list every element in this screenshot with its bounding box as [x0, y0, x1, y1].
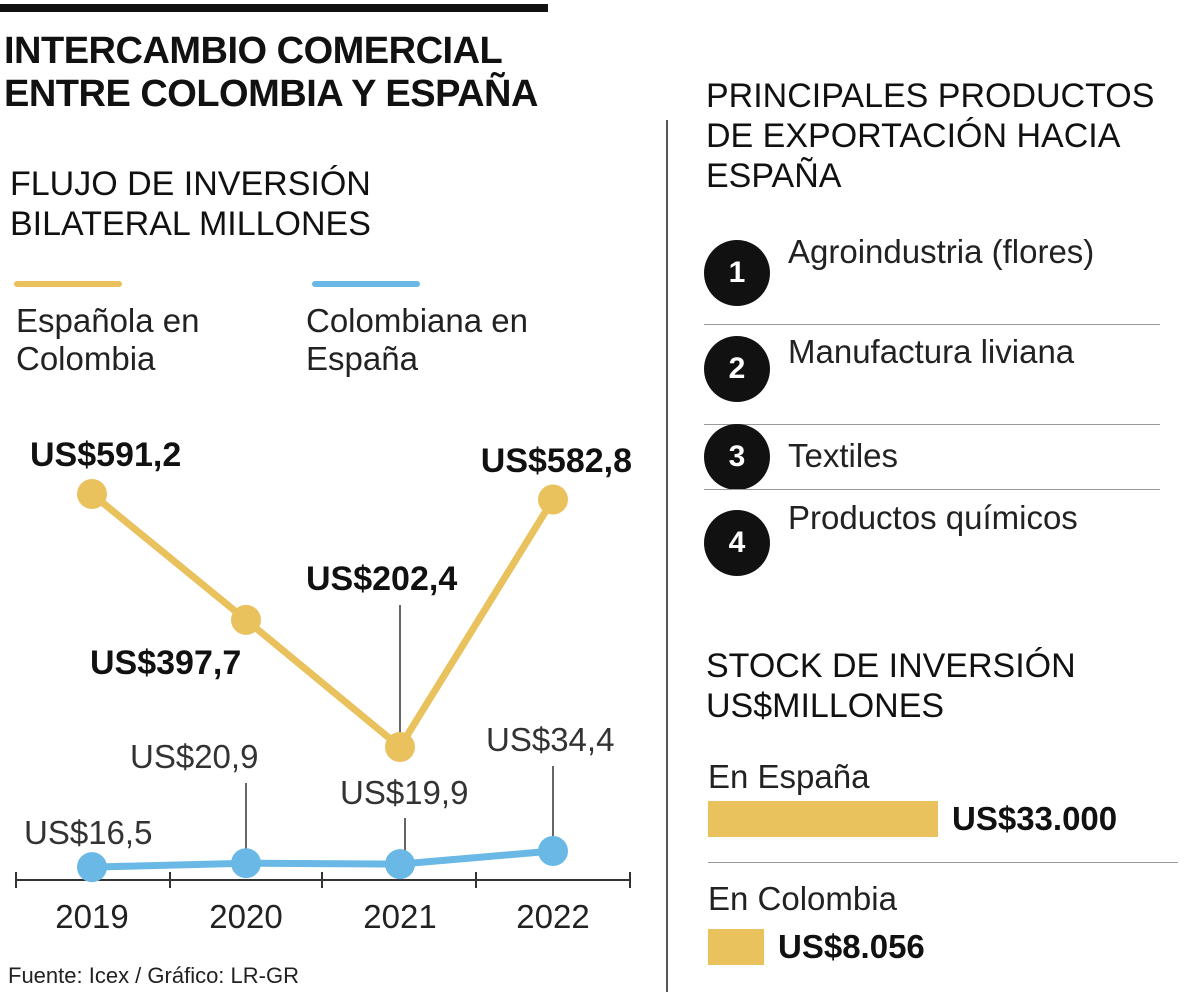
source-note: Fuente: Icex / Gráfico: LR-GR [8, 963, 299, 988]
data-point [538, 836, 568, 866]
data-label: US$16,5 [24, 814, 152, 851]
data-point [385, 732, 415, 762]
data-point [231, 604, 261, 635]
main-title: INTERCAMBIO COMERCIAL ENTRE COLOMBIA Y E… [4, 30, 538, 115]
product-number-badge: 4 [704, 510, 770, 576]
column-divider [666, 120, 668, 992]
product-separator [704, 324, 1160, 325]
product-label: Textiles [788, 437, 899, 474]
data-label: US$582,8 [481, 442, 632, 480]
product-item: 3 Textiles [704, 424, 1160, 490]
x-tick-label: 2022 [516, 898, 589, 935]
legend-label-colombiana: Colombiana en España [306, 302, 528, 377]
data-label: US$591,2 [30, 436, 181, 474]
data-label: US$397,7 [90, 644, 241, 682]
investment-flow-chart: 2019 2020 2021 2022 US$591,2 US$397,7 US$202,4… [15, 436, 632, 935]
legend-swatch-espanola [14, 281, 122, 287]
series-line [88, 847, 557, 871]
data-label: US$20,9 [130, 738, 258, 775]
product-item: 1 Agroindustria (flores) [704, 233, 1160, 318]
product-item: 4 Productos químicos [704, 499, 1160, 590]
stock-separator [708, 862, 1178, 863]
product-number-badge: 2 [704, 336, 770, 402]
data-label: US$34,4 [486, 721, 614, 758]
product-number-badge: 1 [704, 240, 770, 306]
data-point [77, 479, 107, 509]
product-number-badge: 3 [704, 424, 770, 490]
product-label: Agroindustria (flores) [788, 233, 1095, 270]
flow-section-title: FLUJO DE INVERSIÓN BILATERAL MILLONES [10, 165, 371, 243]
legend-label-espanola: Española en Colombia [16, 302, 200, 377]
top-rule [0, 4, 548, 12]
products-section-title: PRINCIPALES PRODUCTOS DE EXPORTACIÓN HAC… [706, 77, 1155, 195]
data-label: US$202,4 [306, 560, 457, 598]
series-line [88, 490, 557, 751]
x-tick-label: 2019 [55, 898, 128, 935]
stock-value-espana: US$33.000 [952, 800, 1118, 837]
product-label: Manufactura liviana [788, 333, 1075, 370]
product-label: Productos químicos [788, 499, 1078, 536]
data-point [231, 848, 261, 879]
stock-value-colombia: US$8.056 [778, 928, 925, 965]
data-label: US$19,9 [340, 774, 468, 811]
x-tick-label: 2020 [209, 898, 282, 935]
x-tick-label: 2021 [363, 898, 436, 935]
stock-label-colombia: En Colombia [708, 880, 897, 917]
legend-swatch-colombiana [312, 281, 420, 287]
stock-section-title: STOCK DE INVERSIÓN US$MILLONES [706, 647, 1076, 725]
data-point [385, 849, 415, 880]
product-separator [704, 489, 1160, 490]
product-separator [704, 424, 1160, 425]
stock-bar-espana [708, 801, 938, 837]
product-item: 2 Manufactura liviana [704, 333, 1160, 416]
data-point [77, 852, 107, 883]
stock-bar-colombia [708, 929, 764, 965]
stock-label-espana: En España [708, 758, 870, 795]
data-point [538, 484, 568, 515]
